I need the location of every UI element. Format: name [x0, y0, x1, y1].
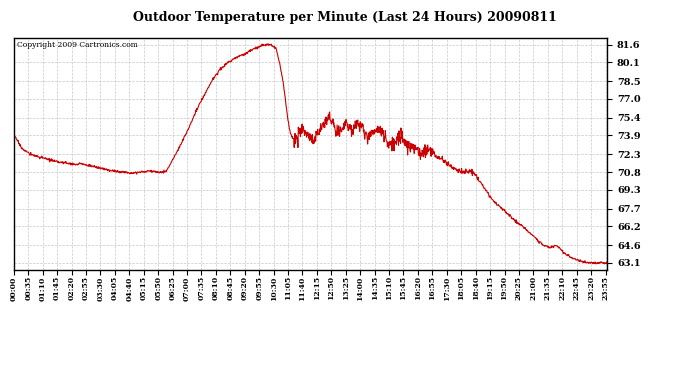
Text: Copyright 2009 Cartronics.com: Copyright 2009 Cartronics.com: [17, 41, 137, 49]
Text: Outdoor Temperature per Minute (Last 24 Hours) 20090811: Outdoor Temperature per Minute (Last 24 …: [133, 11, 557, 24]
